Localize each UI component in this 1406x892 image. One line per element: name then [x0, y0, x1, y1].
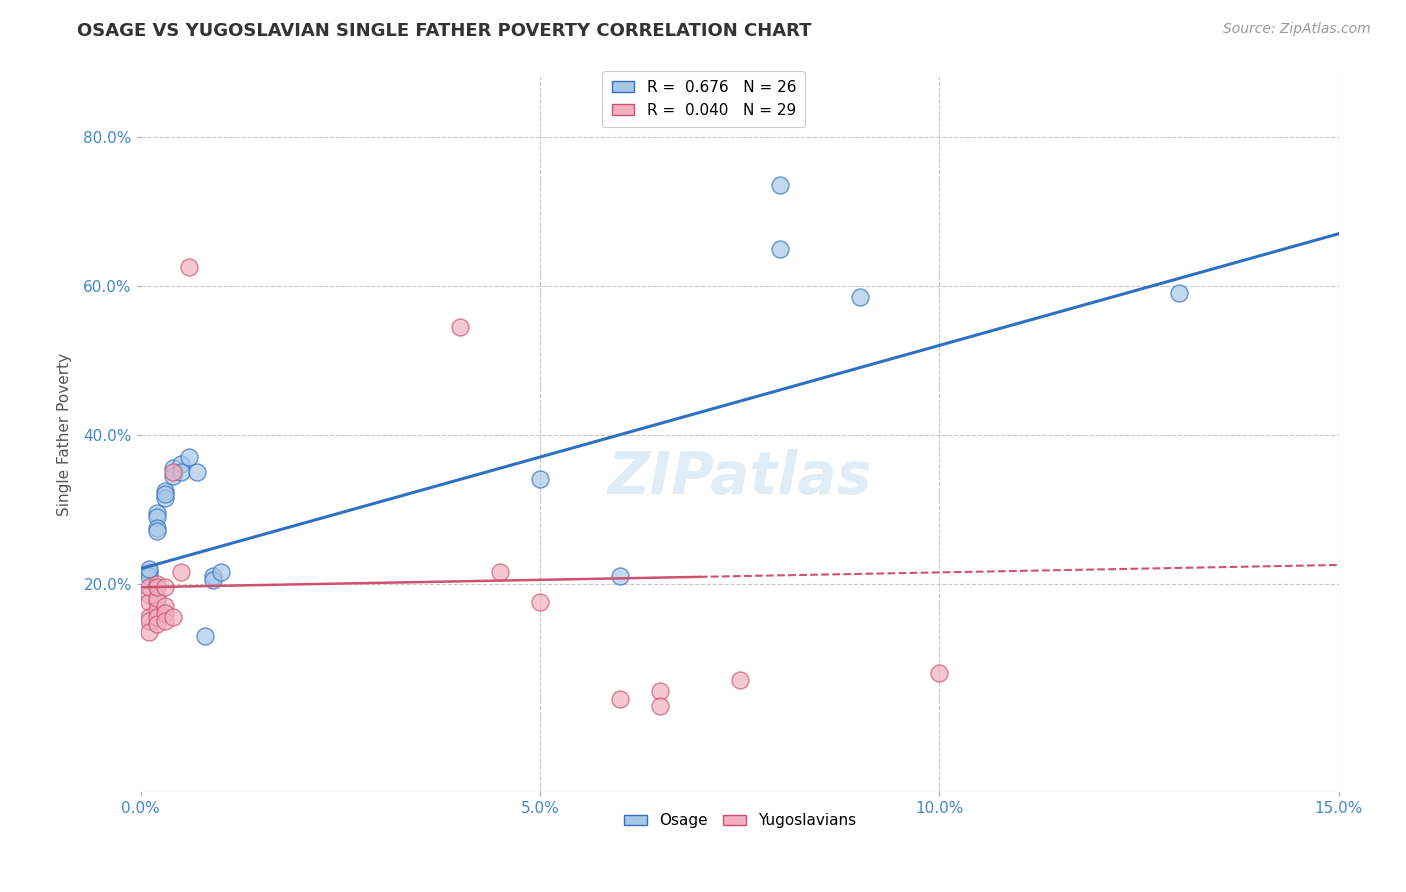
Point	[138, 610, 160, 624]
Point	[138, 624, 160, 639]
Point	[146, 506, 169, 520]
Point	[138, 562, 160, 576]
Legend: Osage, Yugoslavians: Osage, Yugoslavians	[617, 807, 862, 834]
Point	[146, 595, 169, 609]
Point	[146, 580, 169, 594]
Point	[146, 524, 169, 539]
Point	[529, 595, 551, 609]
Point	[146, 521, 169, 535]
Point	[728, 673, 751, 688]
Point	[138, 566, 160, 580]
Point	[489, 566, 512, 580]
Text: ZIPatlas: ZIPatlas	[607, 449, 872, 506]
Point	[928, 665, 950, 680]
Point	[162, 461, 184, 475]
Point	[769, 242, 792, 256]
Point	[162, 468, 184, 483]
Point	[1168, 286, 1191, 301]
Point	[153, 487, 176, 501]
Point	[648, 684, 671, 698]
Point	[146, 602, 169, 616]
Point	[146, 610, 169, 624]
Point	[146, 591, 169, 606]
Y-axis label: Single Father Poverty: Single Father Poverty	[58, 353, 72, 516]
Point	[146, 509, 169, 524]
Point	[162, 610, 184, 624]
Point	[153, 580, 176, 594]
Point	[177, 450, 200, 464]
Point	[609, 692, 631, 706]
Text: Source: ZipAtlas.com: Source: ZipAtlas.com	[1223, 22, 1371, 37]
Point	[138, 614, 160, 628]
Point	[170, 465, 193, 479]
Point	[209, 566, 232, 580]
Text: OSAGE VS YUGOSLAVIAN SINGLE FATHER POVERTY CORRELATION CHART: OSAGE VS YUGOSLAVIAN SINGLE FATHER POVER…	[77, 22, 811, 40]
Point	[170, 566, 193, 580]
Point	[848, 290, 870, 304]
Point	[201, 569, 224, 583]
Point	[177, 260, 200, 275]
Point	[194, 629, 217, 643]
Point	[153, 614, 176, 628]
Point	[153, 607, 176, 621]
Point	[201, 573, 224, 587]
Point	[138, 569, 160, 583]
Point	[153, 491, 176, 505]
Point	[153, 599, 176, 613]
Point	[186, 465, 208, 479]
Point	[170, 458, 193, 472]
Point	[153, 483, 176, 498]
Point	[609, 569, 631, 583]
Point	[138, 580, 160, 594]
Point	[138, 595, 160, 609]
Point	[529, 472, 551, 486]
Point	[138, 588, 160, 602]
Point	[769, 178, 792, 193]
Point	[146, 617, 169, 632]
Point	[449, 319, 471, 334]
Point	[146, 576, 169, 591]
Point	[162, 465, 184, 479]
Point	[648, 699, 671, 714]
